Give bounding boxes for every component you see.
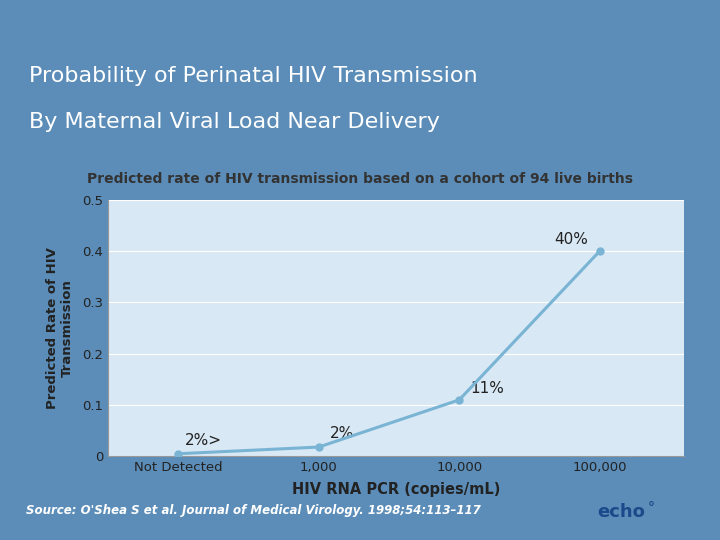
Text: Probability of Perinatal HIV Transmission: Probability of Perinatal HIV Transmissio… bbox=[29, 66, 477, 86]
Text: °: ° bbox=[648, 502, 655, 515]
X-axis label: HIV RNA PCR (copies/mL): HIV RNA PCR (copies/mL) bbox=[292, 483, 500, 497]
Text: 40%: 40% bbox=[554, 232, 588, 247]
Text: By Maternal Viral Load Near Delivery: By Maternal Viral Load Near Delivery bbox=[29, 112, 440, 132]
Y-axis label: Predicted Rate of HIV
Transmission: Predicted Rate of HIV Transmission bbox=[46, 247, 74, 409]
Text: echo: echo bbox=[597, 503, 645, 521]
Text: 2%>: 2%> bbox=[185, 433, 222, 448]
Text: Predicted rate of HIV transmission based on a cohort of 94 live births: Predicted rate of HIV transmission based… bbox=[87, 172, 633, 186]
Text: 11%: 11% bbox=[470, 381, 504, 396]
Text: 2%: 2% bbox=[330, 426, 354, 441]
Text: Source: O'Shea S et al. Journal of Medical Virology. 1998;54:113–117: Source: O'Shea S et al. Journal of Medic… bbox=[26, 504, 480, 517]
